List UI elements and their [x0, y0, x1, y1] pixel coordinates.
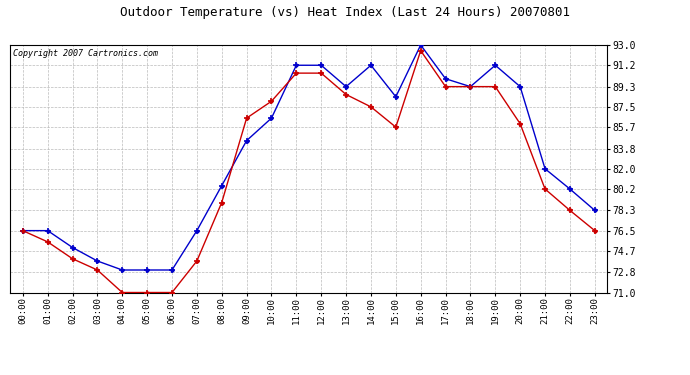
Text: Copyright 2007 Cartronics.com: Copyright 2007 Cartronics.com	[13, 49, 158, 58]
Text: Outdoor Temperature (vs) Heat Index (Last 24 Hours) 20070801: Outdoor Temperature (vs) Heat Index (Las…	[120, 6, 570, 19]
